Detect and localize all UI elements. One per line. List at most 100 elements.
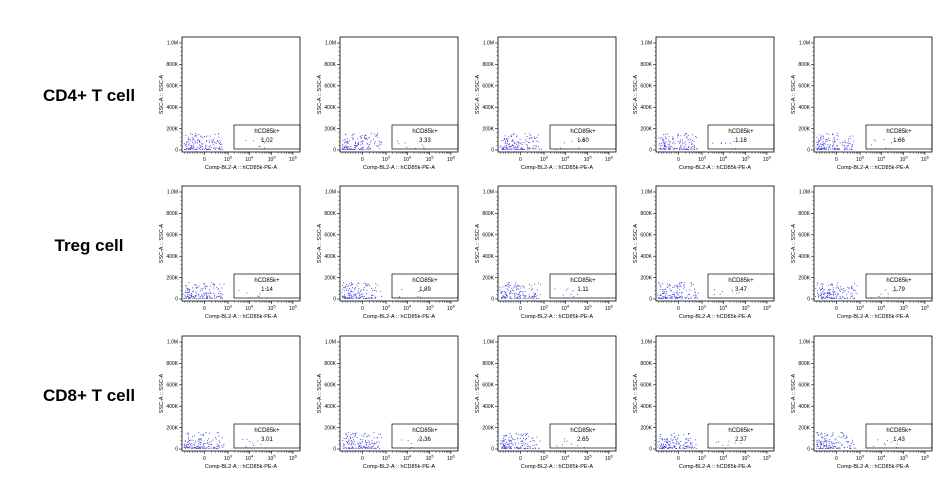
event-point <box>512 290 514 292</box>
event-point <box>192 139 194 141</box>
event-point <box>197 287 199 289</box>
event-point <box>527 443 529 445</box>
event-point <box>364 137 365 139</box>
event-point <box>665 297 666 299</box>
event-point <box>363 282 365 284</box>
event-point <box>502 148 504 149</box>
event-point <box>355 432 357 434</box>
event-point <box>856 285 858 287</box>
event-point <box>691 144 693 145</box>
event-point <box>204 136 206 138</box>
event-point <box>510 148 512 150</box>
event-point <box>509 447 510 449</box>
event-point <box>536 140 538 142</box>
event-point <box>504 140 506 142</box>
event-point <box>361 293 363 295</box>
event-point <box>203 292 205 294</box>
y-tick-label: 600K <box>324 84 336 90</box>
x-tick-label: 0 <box>519 306 522 312</box>
event-point <box>822 137 824 139</box>
y-tick-label: 800K <box>482 361 494 367</box>
event-point <box>520 148 522 150</box>
y-tick-label: 400K <box>166 105 178 111</box>
event-point <box>208 148 210 150</box>
event-point <box>517 447 519 449</box>
event-point <box>506 435 508 437</box>
event-point <box>189 296 191 298</box>
event-point <box>518 297 519 299</box>
event-point <box>514 439 516 440</box>
event-point <box>816 148 818 150</box>
event-point <box>506 288 508 290</box>
event-point <box>695 295 697 296</box>
event-point <box>501 148 503 150</box>
event-point <box>817 282 818 284</box>
event-point <box>365 447 367 449</box>
event-point <box>517 294 519 296</box>
event-point <box>538 297 540 299</box>
event-point <box>672 286 674 288</box>
event-point <box>844 147 846 149</box>
event-point <box>507 140 508 142</box>
event-point <box>822 437 824 439</box>
event-point <box>517 284 518 286</box>
event-point <box>209 291 211 293</box>
event-point <box>210 440 212 442</box>
y-tick-label: 200K <box>640 275 652 281</box>
event-point <box>816 443 818 445</box>
event-point <box>204 446 206 448</box>
event-point <box>205 285 207 287</box>
event-point <box>213 287 215 289</box>
x-tick-label: 103 <box>698 454 707 463</box>
event-point <box>690 282 692 284</box>
event-point <box>371 296 373 298</box>
event-point <box>357 297 359 299</box>
event-point <box>343 147 345 149</box>
event-point <box>354 145 356 146</box>
event-point <box>510 290 511 292</box>
x-tick-label: 105 <box>268 454 277 463</box>
y-tick-label: 400K <box>798 404 810 410</box>
event-point <box>679 446 681 448</box>
y-tick-label: 200K <box>798 275 810 281</box>
event-point <box>352 287 353 289</box>
event-point <box>663 142 665 144</box>
event-point <box>826 435 828 436</box>
event-point <box>817 439 819 441</box>
event-point <box>200 442 202 444</box>
event-point <box>826 139 828 141</box>
event-point <box>205 144 207 146</box>
event-point <box>186 148 187 149</box>
event-point <box>832 291 834 292</box>
event-point <box>211 147 212 149</box>
event-point <box>818 138 820 140</box>
event-point <box>356 296 358 298</box>
event-point <box>502 294 504 296</box>
event-point <box>680 139 682 141</box>
event-point <box>691 446 693 448</box>
event-point <box>829 297 830 299</box>
event-point <box>679 147 681 149</box>
event-point <box>822 447 823 449</box>
event-point <box>681 147 683 149</box>
y-axis-label: SSC-A :: SSC-A <box>317 223 323 263</box>
event-point <box>528 283 530 285</box>
event-point <box>837 292 839 294</box>
event-point <box>205 288 206 290</box>
event-point <box>896 443 898 445</box>
event-point <box>216 147 218 149</box>
event-point <box>217 432 219 434</box>
event-point <box>518 148 520 150</box>
event-point <box>220 293 222 294</box>
event-point <box>817 142 819 144</box>
event-point <box>667 148 669 150</box>
event-point <box>506 447 508 449</box>
event-point <box>371 442 373 444</box>
event-point <box>684 447 685 449</box>
event-point <box>828 148 830 150</box>
event-point <box>832 133 834 135</box>
event-point <box>381 437 383 439</box>
event-point <box>508 439 509 441</box>
